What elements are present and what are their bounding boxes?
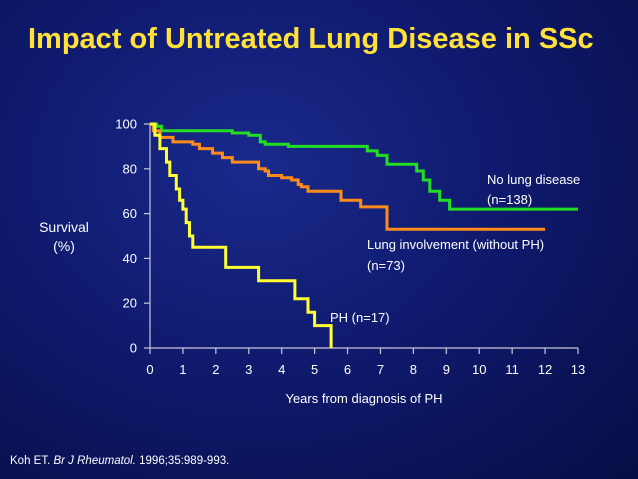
y-axis-label-line2: (%) [53,238,75,254]
y-axis-label: Survival (%) [30,218,98,256]
x-tick-label: 3 [245,362,252,377]
citation: Koh ET. Br J Rheumatol. 1996;35:989-993. [10,455,229,467]
y-tick-label: 60 [123,206,137,221]
series-line-0 [150,122,578,211]
series-label-0-line2: (n=138) [487,192,532,207]
x-tick-label: 0 [146,362,153,377]
x-tick-label: 5 [311,362,318,377]
x-tick-label: 4 [278,362,285,377]
y-axis-label-line1: Survival [39,219,89,235]
series-label-0-line1: No lung disease [487,172,580,187]
y-tick-label: 20 [123,296,137,311]
x-tick-label: 11 [505,362,519,377]
series-line-1 [150,122,546,231]
x-tick-label: 8 [410,362,417,377]
citation-journal: Br J Rheumatol. [53,455,136,467]
x-axis-title: Years from diagnosis of PH [285,391,442,406]
y-tick-label: 0 [130,341,137,356]
x-tick-label: 6 [344,362,351,377]
y-tick-label: 80 [123,161,137,176]
series-label-1-line1: Lung involvement (without PH) [367,237,544,252]
series-label-1-line2: (n=73) [367,258,405,273]
x-tick-label: 10 [472,362,486,377]
y-tick-label: 100 [115,117,137,132]
chart-series [150,122,578,348]
slide-title: Impact of Untreated Lung Disease in SSc [28,23,594,55]
x-tick-label: 7 [377,362,384,377]
series-line-2 [150,122,333,348]
x-tick-label: 9 [443,362,450,377]
x-tick-label: 13 [571,362,585,377]
x-tick-label: 1 [179,362,186,377]
x-tick-label: 2 [212,362,219,377]
chart-labels: No lung disease (n=138) Lung involvement (… [330,172,580,325]
series-label-2-line1: PH (n=17) [330,310,390,325]
citation-details: 1996;35:989-993. [139,455,230,467]
y-tick-label: 40 [123,251,137,266]
x-tick-label: 12 [538,362,552,377]
citation-author: Koh ET. [10,455,51,467]
